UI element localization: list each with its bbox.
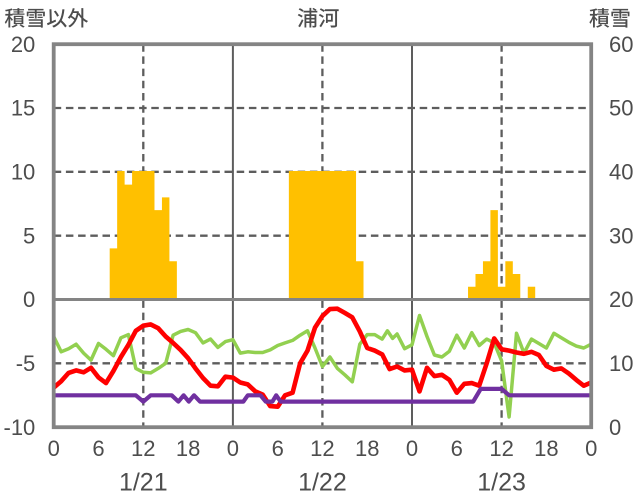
svg-text:0: 0 xyxy=(48,436,60,461)
svg-text:10: 10 xyxy=(11,159,35,184)
svg-text:0: 0 xyxy=(585,436,597,461)
svg-text:-5: -5 xyxy=(16,351,36,376)
svg-text:20: 20 xyxy=(11,32,35,57)
svg-text:0: 0 xyxy=(23,287,35,312)
svg-text:6: 6 xyxy=(451,436,463,461)
svg-text:0: 0 xyxy=(609,415,621,440)
svg-text:18: 18 xyxy=(534,436,558,461)
svg-text:18: 18 xyxy=(176,436,200,461)
svg-text:18: 18 xyxy=(355,436,379,461)
svg-text:12: 12 xyxy=(310,436,334,461)
svg-text:10: 10 xyxy=(609,351,633,376)
svg-text:6: 6 xyxy=(92,436,104,461)
svg-text:0: 0 xyxy=(406,436,418,461)
svg-text:1/23: 1/23 xyxy=(477,469,526,497)
svg-text:1/22: 1/22 xyxy=(298,469,347,497)
svg-text:12: 12 xyxy=(489,436,513,461)
svg-text:30: 30 xyxy=(609,223,633,248)
svg-text:12: 12 xyxy=(131,436,155,461)
svg-text:1/21: 1/21 xyxy=(119,469,168,497)
svg-text:0: 0 xyxy=(227,436,239,461)
svg-text:50: 50 xyxy=(609,96,633,121)
svg-text:40: 40 xyxy=(609,159,633,184)
svg-text:-10: -10 xyxy=(4,415,36,440)
svg-text:20: 20 xyxy=(609,287,633,312)
svg-text:15: 15 xyxy=(11,96,35,121)
svg-text:6: 6 xyxy=(272,436,284,461)
svg-text:5: 5 xyxy=(23,223,35,248)
svg-text:60: 60 xyxy=(609,32,633,57)
